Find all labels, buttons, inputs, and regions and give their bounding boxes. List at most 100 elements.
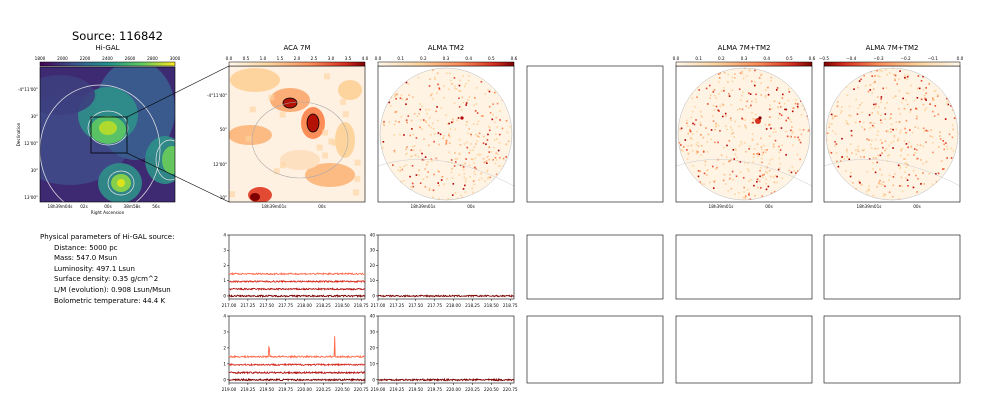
combo1-panel-pixel: [681, 188, 683, 191]
combo1-panel-pixel: [803, 108, 806, 111]
spec-aca-bottom-series: [228, 336, 366, 359]
combo2-panel-pixel: [859, 182, 861, 184]
tm2-panel-pixel: [423, 138, 425, 140]
combo1-panel-pixel: [717, 141, 719, 144]
tm2-panel-pixel: [482, 142, 485, 145]
combo1-panel-pixel: [691, 149, 694, 152]
spec-aca-bottom-frame: [228, 315, 366, 384]
combo2-panel-pixel: [899, 165, 902, 168]
tm2-panel-pixel: [463, 143, 466, 145]
combo2-panel-pixel: [866, 138, 868, 140]
combo1-panel-pixel: [699, 124, 702, 126]
aca-pixel: [273, 168, 280, 175]
spec-tm2-bottom-ytick: 30: [370, 329, 376, 334]
aca-pixel: [340, 98, 347, 105]
tm2-panel-pixel: [414, 154, 417, 156]
combo2-panel-pixel: [834, 192, 836, 195]
tm2-panel-pixel: [395, 98, 397, 100]
tm2-panel-pixel: [387, 180, 389, 183]
combo1-panel-pixel: [704, 164, 707, 166]
combo1-panel-pixel: [690, 70, 693, 73]
combo2-panel-pixel: [898, 90, 901, 92]
combo1-panel-pixel: [744, 197, 747, 199]
tm2-panel-pixel: [462, 75, 464, 77]
tm2-panel-pixel: [465, 141, 468, 144]
combo1-panel-pixel: [751, 133, 754, 135]
combo1-panel-pixel: [733, 77, 736, 79]
tm2-panel-pixel: [497, 81, 499, 83]
combo1-panel-pixel: [785, 108, 788, 111]
combo2-panel-pixel: [933, 90, 936, 93]
combo1-panel-pixel: [695, 184, 698, 187]
combo2-panel-pixel: [950, 88, 952, 91]
combo2-panel-pixel: [887, 130, 889, 133]
combo1-panel-pixel: [776, 68, 779, 71]
aca-title: ACA 7M: [283, 44, 310, 52]
tm2-panel-pixel: [454, 161, 457, 163]
tm2-panel-pixel: [495, 133, 497, 135]
combo2-panel-pixel: [884, 113, 887, 115]
combo1-panel-pixel: [713, 179, 716, 182]
combo2-panel-pixel: [899, 113, 902, 115]
combo2-panel-pixel: [878, 76, 881, 78]
combo2-panel-pixel: [863, 128, 866, 131]
tm2-panel-pixel: [511, 126, 512, 129]
tm2-panel-pixel: [474, 173, 476, 176]
combo2-panel-pixel: [861, 149, 864, 152]
combo1-panel-pixel: [760, 74, 762, 76]
spec-aca-bottom-ytick: 2: [223, 345, 226, 350]
combo2-panel-pixel: [877, 111, 879, 113]
combo1-panel-pixel: [688, 74, 691, 77]
combo2-panel-pixel: [920, 183, 922, 185]
combo2-panel-pixel: [861, 102, 863, 104]
tm2-panel-pixel: [496, 126, 499, 128]
higal-blob: [117, 179, 125, 187]
tm2-panel-pixel: [432, 97, 434, 100]
combo2-panel-pixel: [905, 119, 908, 122]
tm2-panel-pixel: [497, 196, 499, 199]
combo1-panel-pixel: [714, 141, 716, 144]
spec-aca-bottom-xtick: 219.50: [259, 387, 274, 392]
combo2-panel-pixel: [837, 83, 839, 86]
combo2-panel-pixel: [875, 138, 877, 141]
combo1-panel-xtick: 18h39m01s: [709, 204, 734, 209]
combo1-panel-pixel: [743, 162, 746, 164]
combo2-panel-pixel: [839, 71, 842, 73]
combo2-panel-pixel: [921, 97, 923, 100]
aca-pixel: [279, 111, 286, 118]
tm2-panel-pixel: [452, 183, 455, 185]
combo2-panel-pixel: [851, 152, 853, 154]
tm2-panel-pixel: [421, 152, 423, 155]
combo2-panel-pixel: [880, 98, 883, 100]
tm2-panel-pixel: [400, 115, 403, 118]
combo2-panel-pixel: [862, 68, 865, 69]
combo1-panel-pixel: [791, 70, 794, 72]
aca-pixel: [229, 191, 236, 198]
tm2-panel-pixel: [487, 125, 490, 128]
combo2-panel-pixel: [907, 74, 910, 77]
tm2-panel-pixel: [447, 198, 449, 200]
combo2-panel-pixel: [852, 76, 855, 79]
combo1-panel-pixel: [754, 194, 756, 197]
tm2-panel-pixel: [456, 157, 459, 160]
tm2-panel-pixel: [474, 97, 476, 99]
tm2-panel-pixel: [391, 72, 394, 74]
combo2-panel-pixel: [922, 103, 925, 106]
combo1-panel-pixel: [714, 95, 716, 97]
combo2-panel-pixel: [898, 197, 901, 200]
combo2-panel-pixel: [945, 142, 947, 144]
tm2-panel-pixel: [458, 89, 461, 92]
spec-tm2-bottom-frame: [377, 315, 515, 384]
combo2-panel-pixel: [914, 126, 917, 128]
spec-tm2-top-xtick: 217.25: [390, 303, 405, 308]
combo2-panel-pixel: [843, 68, 846, 69]
combo1-panel-pixel: [765, 182, 768, 185]
combo2-panel-pixel: [946, 148, 949, 150]
tm2-panel-pixel: [458, 153, 461, 155]
spec-tm2-top-xtick: 217.00: [371, 303, 386, 308]
tm2-panel-image: [380, 68, 512, 200]
combo2-panel-pixel: [897, 137, 900, 140]
combo2-panel-pixel: [894, 95, 897, 97]
combo2-panel-pixel: [881, 173, 883, 176]
